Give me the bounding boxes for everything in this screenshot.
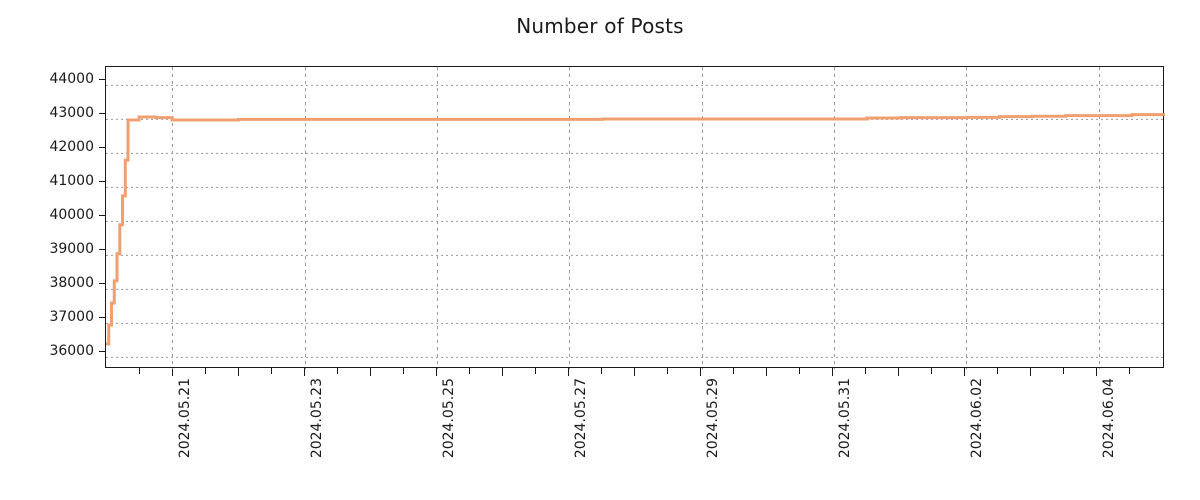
y-axis-tick-mark	[99, 351, 106, 352]
x-axis-tick-mark	[337, 368, 338, 374]
x-axis-tick-label: 2024.05.31	[837, 378, 853, 459]
y-axis-tick-label: 43000	[49, 105, 94, 121]
x-axis-tick-mark	[733, 368, 734, 374]
x-axis-tick-label: 2024.05.21	[177, 378, 193, 459]
y-axis-tick-label: 37000	[49, 309, 94, 325]
x-axis-tick-mark-major	[634, 368, 635, 376]
y-axis-tick-mark	[99, 317, 106, 318]
y-axis-tick-mark	[99, 147, 106, 148]
x-axis-tick-label: 2024.05.23	[309, 378, 325, 459]
x-axis-tick-mark	[667, 368, 668, 374]
x-axis-tick-mark	[931, 368, 932, 374]
x-axis-tick-mark	[1063, 368, 1064, 374]
x-axis-tick-mark-major	[964, 368, 965, 376]
y-axis-tick-mark	[99, 215, 106, 216]
x-axis-tick-mark-major	[304, 368, 305, 376]
x-axis-tick-label: 2024.05.27	[573, 378, 589, 459]
series-line-number-of-posts	[106, 113, 1165, 346]
x-axis-tick-mark-major	[1096, 368, 1097, 376]
x-axis-tick-mark-major	[1030, 368, 1031, 376]
x-axis-tick-mark-major	[766, 368, 767, 376]
x-axis-tick-mark-major	[832, 368, 833, 376]
horizontal-gridlines	[106, 84, 1165, 358]
y-axis-tick-label: 39000	[49, 241, 94, 257]
x-axis-tick-mark-major	[370, 368, 371, 376]
x-axis-tick-mark	[205, 368, 206, 374]
y-axis-tick-label: 42000	[49, 139, 94, 155]
y-axis-tick-label: 36000	[49, 343, 94, 359]
x-axis-tick-mark-major	[436, 368, 437, 376]
x-axis-tick-mark	[601, 368, 602, 374]
x-axis-tick-label: 2024.05.25	[441, 378, 457, 459]
x-axis-tick-mark	[535, 368, 536, 374]
y-axis-tick-label: 41000	[49, 173, 94, 189]
x-axis-tick-mark	[403, 368, 404, 374]
x-axis-tick-mark	[139, 368, 140, 374]
y-axis-tick-mark	[99, 249, 106, 250]
x-axis-tick-mark-major	[898, 368, 899, 376]
plot-svg	[106, 67, 1165, 369]
y-axis-tick-label: 38000	[49, 275, 94, 291]
chart-title: Number of Posts	[516, 14, 684, 38]
plot-area	[105, 66, 1165, 369]
x-axis-tick-mark-major	[502, 368, 503, 376]
x-axis-tick-mark-major	[238, 368, 239, 376]
x-axis-tick-mark	[271, 368, 272, 374]
x-axis-tick-mark-major	[700, 368, 701, 376]
x-axis-tick-mark	[1129, 368, 1130, 374]
x-axis-tick-label: 2024.06.02	[969, 378, 985, 459]
x-axis-tick-mark-major	[568, 368, 569, 376]
y-axis-tick-label: 40000	[49, 207, 94, 223]
y-axis-tick-label: 44000	[49, 71, 94, 87]
x-axis-tick-label: 2024.05.29	[705, 378, 721, 459]
y-axis-tick-mark	[99, 113, 106, 114]
x-axis-tick-label: 2024.06.04	[1101, 378, 1117, 459]
y-axis-tick-mark	[99, 79, 106, 80]
x-axis-tick-mark-major	[172, 368, 173, 376]
x-axis-tick-mark	[997, 368, 998, 374]
y-axis-tick-mark	[99, 181, 106, 182]
x-axis-tick-mark	[469, 368, 470, 374]
x-axis-tick-mark	[865, 368, 866, 374]
x-axis-tick-mark	[799, 368, 800, 374]
y-axis-tick-mark	[99, 283, 106, 284]
